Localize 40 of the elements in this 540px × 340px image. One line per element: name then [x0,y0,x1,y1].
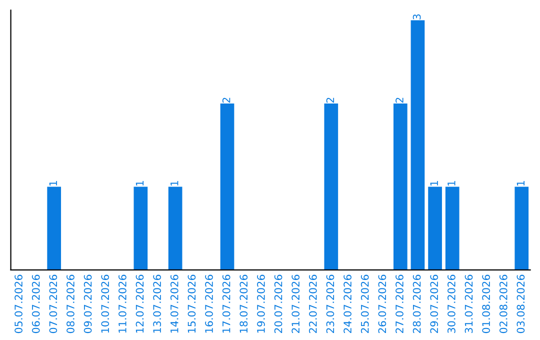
x-tick-label: 06.07.2026 [32,274,40,334]
x-tick-label: 08.07.2026 [66,274,74,334]
x-tick-label: 26.07.2026 [378,274,386,334]
data-label: 2 [326,98,334,103]
x-tick-label: 14.07.2026 [170,274,178,333]
x-tick-label: 05.07.2026 [14,274,22,334]
x-tick-label: 01.08.2026 [482,274,490,334]
x-tick-label: 31.07.2026 [464,274,473,333]
x-tick-label: 21.07.2026 [292,274,300,334]
data-label: 1 [136,181,144,186]
x-tick-label: 13.07.2026 [153,274,162,333]
x-tick-label: 10.07.2026 [101,274,110,333]
x-tick-label: 07.07.2026 [49,274,58,334]
data-label: 1 [430,181,438,186]
data-label: 1 [448,181,456,186]
x-tick-label: 19.07.2026 [257,274,265,333]
x-tick-label: 28.07.2026 [412,274,421,334]
x-tick-label: 17.07.2026 [222,274,230,333]
x-tick-label: 02.08.2026 [499,274,508,334]
data-label: 2 [396,98,404,103]
x-tick-label: 25.07.2026 [360,274,369,334]
data-label: 2 [222,98,230,103]
x-tick-label: 09.07.2026 [84,274,92,334]
data-label: 1 [516,181,524,186]
x-tick-label: 23.07.2026 [326,274,334,334]
x-tick-label: 27.07.2026 [396,274,404,334]
x-tick-label: 29.07.2026 [430,274,438,334]
data-label: 1 [49,181,57,186]
data-label: 1 [170,181,178,186]
data-label: 3 [412,14,421,20]
x-tick-label: 22.07.2026 [308,274,317,334]
x-tick-label: 03.08.2026 [516,274,525,334]
x-tick-label: 16.07.2026 [205,274,213,333]
x-tick-label: 12.07.2026 [136,274,144,333]
x-tick-label: 30.07.2026 [448,274,456,333]
x-tick-label: 20.07.2026 [274,274,282,334]
x-tick-label: 15.07.2026 [188,274,196,333]
x-tick-label: 11.07.2026 [118,274,126,333]
x-tick-label: 24.07.2026 [344,274,352,334]
x-tick-label: 18.07.2026 [240,274,248,333]
